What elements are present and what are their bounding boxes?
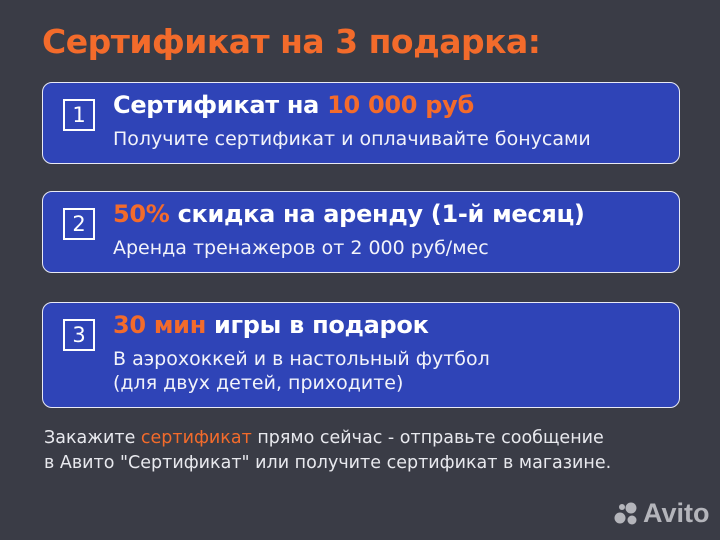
watermark-text: Avito	[643, 498, 710, 528]
avito-watermark: Avito	[614, 498, 710, 529]
card-1: 1 Сертификат на 10 000 руб Получите серт…	[42, 82, 680, 164]
card-heading: 50% скидка на аренду (1-й месяц)	[113, 200, 585, 228]
footer-accent: сертификат	[140, 428, 252, 448]
description-line: (для двух детей, приходите)	[113, 372, 404, 394]
footer-text-part: Закажите	[44, 428, 141, 448]
number-box: 1	[63, 99, 95, 131]
card-description: В аэрохоккей и в настольный футбол (для д…	[113, 347, 490, 395]
heading-text: скидка на аренду (1-й месяц)	[169, 200, 585, 228]
number-box: 2	[63, 208, 95, 240]
avito-dots-icon	[614, 502, 637, 524]
footer-line: в Авито "Сертификат" или получите сертиф…	[44, 453, 612, 473]
number-box: 3	[63, 319, 95, 351]
footer-text-part: прямо сейчас - отправьте сообщение	[251, 428, 604, 448]
card-3: 3 30 мин игры в подарок В аэрохоккей и в…	[42, 302, 680, 408]
heading-text: Сертификат на	[113, 91, 328, 119]
card-description: Аренда тренажеров от 2 000 руб/мес	[113, 236, 489, 260]
heading-text: игры в подарок	[205, 311, 429, 339]
description-line: Получите сертификат и оплачивайте бонуса…	[113, 128, 591, 150]
description-line: В аэрохоккей и в настольный футбол	[113, 348, 490, 370]
description-line: Аренда тренажеров от 2 000 руб/мес	[113, 237, 489, 259]
page-title: Сертификат на 3 подарка:	[42, 22, 541, 61]
heading-accent: 50%	[113, 200, 170, 228]
footer-text: Закажите сертификат прямо сейчас - отпра…	[44, 426, 611, 476]
card-heading: 30 мин игры в подарок	[113, 311, 429, 339]
card-description: Получите сертификат и оплачивайте бонуса…	[113, 127, 591, 151]
card-2: 2 50% скидка на аренду (1-й месяц) Аренд…	[42, 191, 680, 273]
heading-accent: 10 000 руб	[327, 91, 474, 119]
heading-accent: 30 мин	[113, 311, 206, 339]
card-heading: Сертификат на 10 000 руб	[113, 91, 474, 119]
